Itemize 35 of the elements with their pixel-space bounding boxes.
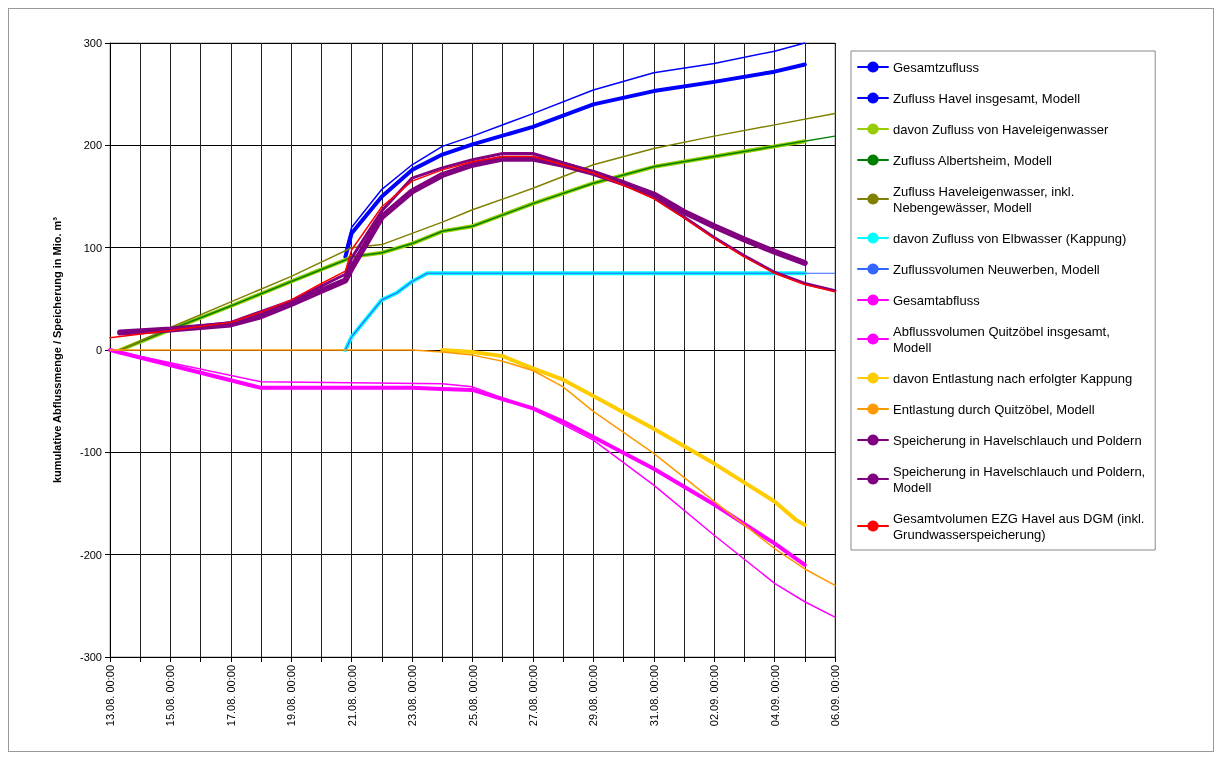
legend-label: Gesamtzufluss [893, 59, 980, 75]
x-tick-label: 27.08. 00:00 [526, 665, 539, 727]
x-tick-label: 19.08. 00:00 [285, 665, 298, 727]
y-tick-label: 300 [83, 37, 102, 49]
y-tick-label: 0 [95, 344, 102, 356]
x-tick-label: 06.09. 00:00 [829, 665, 841, 727]
legend-label: Entlastung durch Quitzöbel, Modell [893, 401, 1095, 417]
y-tick-label: -100 [79, 446, 102, 459]
y-tick-label: 200 [83, 139, 102, 152]
x-tick-label: 04.09. 00:00 [768, 665, 781, 727]
y-tick-label: -200 [79, 548, 102, 561]
legend-label: Speicherung in Havelschlauch und Poldern [893, 432, 1142, 448]
x-tick-label: 23.08. 00:00 [406, 665, 419, 727]
y-axis-title: kumulative Abflussmenge / Speicherung in Mio. m³ [50, 216, 63, 484]
x-tick-label: 21.08. 00:00 [345, 665, 358, 727]
legend-label: Gesamtabfluss [893, 292, 981, 308]
legend-label: Gesamtvolumen EZG Havel aus DGM (inkl. Grundwasserspeicherung) [893, 510, 1145, 542]
legend-label: Zufluss Havel insgesamt, Modell [893, 90, 1081, 106]
x-tick-label: 31.08. 00:00 [647, 665, 660, 727]
legend-label: Zufluss Albertsheim, Modell [893, 152, 1053, 168]
x-tick-label: 17.08. 00:00 [224, 665, 237, 727]
y-tick-label: 100 [83, 241, 102, 254]
legend-label: davon Entlastung nach erfolgter Kappung [893, 370, 1133, 386]
legend-label: davon Zufluss von Haveleigenwasser [893, 121, 1110, 137]
legend-label: Abflussvolumen Quitzöbel insgesamt, Modell [893, 323, 1110, 355]
x-tick-label: 02.09. 00:00 [708, 665, 721, 727]
legend-label: davon Zufluss von Elbwasser (Kappung) [893, 230, 1127, 246]
y-tick-label: -300 [79, 651, 102, 663]
legend-label: Zuflussvolumen Neuwerben, Modell [893, 261, 1100, 277]
x-tick-label: 25.08. 00:00 [466, 665, 479, 727]
legend-label: Speicherung in Havelschlauch und Poldern, Modell [893, 463, 1146, 495]
x-tick-label: 13.08. 00:00 [104, 665, 116, 727]
legend-label: Zufluss Haveleigenwasser, inkl. Nebengewässer, Modell [893, 183, 1075, 215]
x-tick-label: 29.08. 00:00 [587, 665, 600, 727]
x-tick-label: 15.08. 00:00 [164, 665, 177, 727]
